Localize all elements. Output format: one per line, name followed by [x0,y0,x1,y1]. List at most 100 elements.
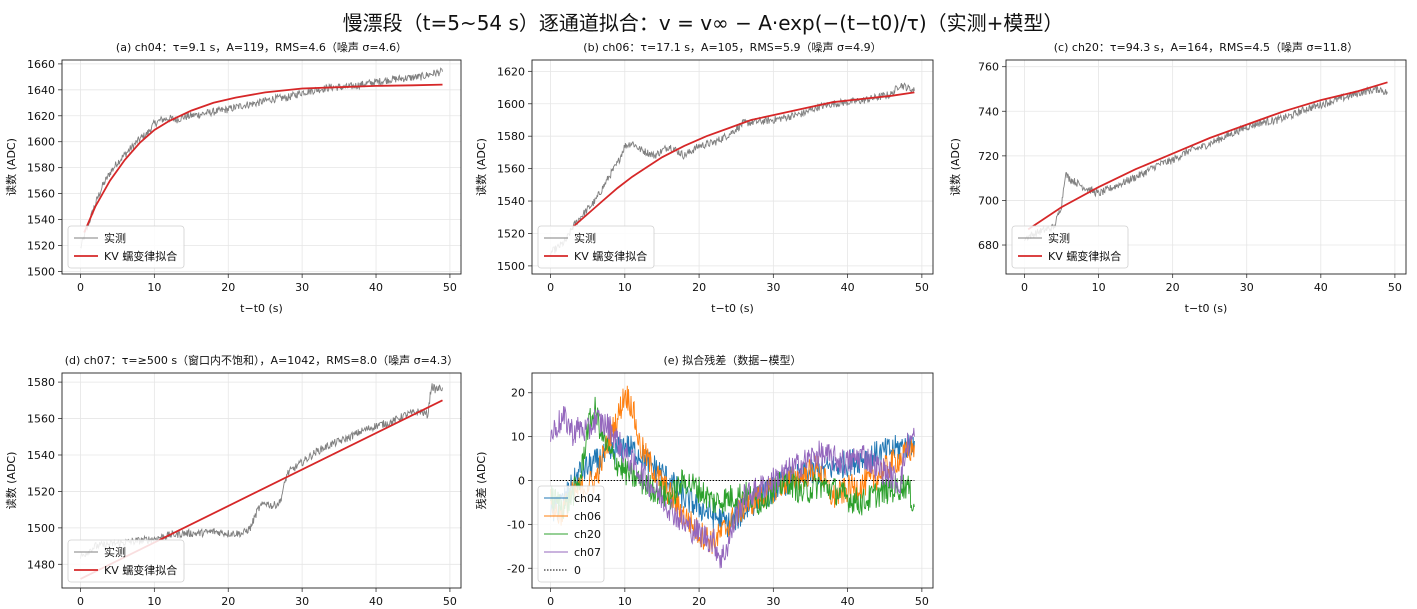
y-tick-label: 1580 [497,130,525,143]
x-tick-label: 10 [147,595,161,608]
y-tick-label: 1640 [27,84,55,97]
legend-label: 实测 [1048,231,1070,245]
x-tick-label: 0 [547,595,554,608]
legend-label: 实测 [104,545,126,559]
x-tick-label: 50 [1388,281,1402,294]
series-line-ch06 [550,385,915,554]
x-tick-label: 50 [915,595,929,608]
x-tick-label: 50 [443,281,457,294]
x-tick-label: 40 [841,281,855,294]
x-tick-label: 30 [295,595,309,608]
y-tick-label: 1500 [497,260,525,273]
y-tick-label: 680 [978,239,999,252]
subplot-b: 0 10 20 30 40 50 1500 1520 1540 1560 1580 1600 1620 (… [474,40,934,315]
legend-label: 0 [574,564,581,577]
y-axis-label: 读数 (ADC) [4,452,18,510]
y-tick-label: 20 [511,387,525,400]
subplot-title: (a) ch04：τ=9.1 s，A=119，RMS=4.6（噪声 σ=4.6） [116,40,407,54]
x-tick-label: 10 [618,281,632,294]
y-tick-label: 1580 [27,162,55,175]
y-tick-label: 1660 [27,58,55,71]
y-tick-label: 720 [978,150,999,163]
x-tick-label: 10 [1092,281,1106,294]
subplot-title: (e) 拟合残差（数据−模型） [663,353,801,367]
y-tick-label: 760 [978,61,999,74]
subplot-title: (d) ch07：τ=≥500 s（窗口内不饱和），A=1042，RMS=8.0… [65,353,459,367]
x-tick-label: 40 [369,595,383,608]
series-line-model [572,91,915,228]
x-tick-label: 30 [1240,281,1254,294]
series-line-measured [550,82,915,256]
series-group [1024,81,1388,242]
legend-box [537,485,605,583]
x-tick-label: 30 [766,595,780,608]
x-tick-label: 30 [766,281,780,294]
series-line-measured [80,67,443,249]
plot-frame [61,59,462,275]
y-tick-label: 1500 [27,522,55,535]
series-line-measured [80,383,443,559]
x-axis-label: t−t0 (s) [240,302,283,315]
subplot-c: 0 10 20 30 40 50 680 700 720 740 760 (c) ch20：τ=94.… [948,40,1407,315]
subplot-title: (c) ch20：τ=94.3 s，A=164，RMS=4.5（噪声 σ=11.… [1054,40,1358,54]
y-tick-label: -20 [507,562,525,575]
x-tick-label: 0 [77,281,84,294]
x-tick-label: 50 [443,595,457,608]
x-tick-label: 20 [692,281,706,294]
x-tick-label: 0 [77,595,84,608]
x-tick-label: 40 [1314,281,1328,294]
y-tick-label: 0 [518,475,525,488]
y-tick-label: 1520 [27,239,55,252]
subplot-d: 0 10 20 30 40 50 1480 1500 1520 1540 1560 1580 (d) c… [4,353,462,608]
y-tick-label: 1540 [27,449,55,462]
y-tick-label: 1540 [27,214,55,227]
y-tick-label: 740 [978,105,999,118]
y-tick-label: 1580 [27,376,55,389]
series-line-measured [1024,85,1388,242]
series-line-ch07 [550,406,915,569]
y-tick-label: 1500 [27,265,55,278]
y-tick-label: 1620 [497,65,525,78]
legend-box [67,225,185,269]
y-tick-label: 1540 [497,195,525,208]
x-tick-label: 10 [147,281,161,294]
x-tick-label: 20 [692,595,706,608]
figure-suptitle: 慢漂段（t=5~54 s）逐通道拟合：v = v∞ − A·exp(−(t−t0… [343,11,1064,35]
series-group [80,67,443,249]
series-line-model [1027,81,1388,231]
legend-label: ch20 [574,528,601,541]
y-tick-label: 1520 [497,227,525,240]
plot-frame [1005,59,1407,275]
x-tick-label: 0 [547,281,554,294]
series-group [550,82,915,256]
legend-label: KV 蠕变律拟合 [104,563,177,577]
subplot-title: (b) ch06：τ=17.1 s，A=105，RMS=5.9（噪声 σ=4.9… [583,40,881,54]
y-tick-label: 1560 [497,163,525,176]
x-tick-label: 20 [1166,281,1180,294]
legend-label: KV 蠕变律拟合 [104,249,177,263]
plot-frame [531,372,934,589]
x-tick-label: 30 [295,281,309,294]
series-group [550,385,915,569]
subplot-a: 0 10 20 30 40 50 1500 1520 1540 1560 1580 1600 1620 1… [4,40,462,315]
plot-frame [531,59,934,275]
legend-label: 实测 [574,231,596,245]
x-tick-label: 40 [369,281,383,294]
y-tick-label: 1600 [27,136,55,149]
legend-label: ch06 [574,510,601,523]
x-axis-label: t−t0 (s) [1185,302,1228,315]
y-axis-label: 残差 (ADC) [474,452,488,510]
y-tick-label: 1620 [27,110,55,123]
x-tick-label: 0 [1021,281,1028,294]
legend-box [537,225,655,269]
legend-label: ch07 [574,546,601,559]
legend-box [67,539,185,583]
y-tick-label: 700 [978,194,999,207]
y-tick-label: -10 [507,518,525,531]
series-line-model [83,83,443,233]
legend-label: 实测 [104,231,126,245]
x-tick-label: 20 [221,281,235,294]
y-tick-label: 1560 [27,413,55,426]
subplot-e: 0 10 20 30 40 50 -20 -10 0 10 20 (e) 拟合残差（数据−模型） 残差 … [474,353,934,608]
